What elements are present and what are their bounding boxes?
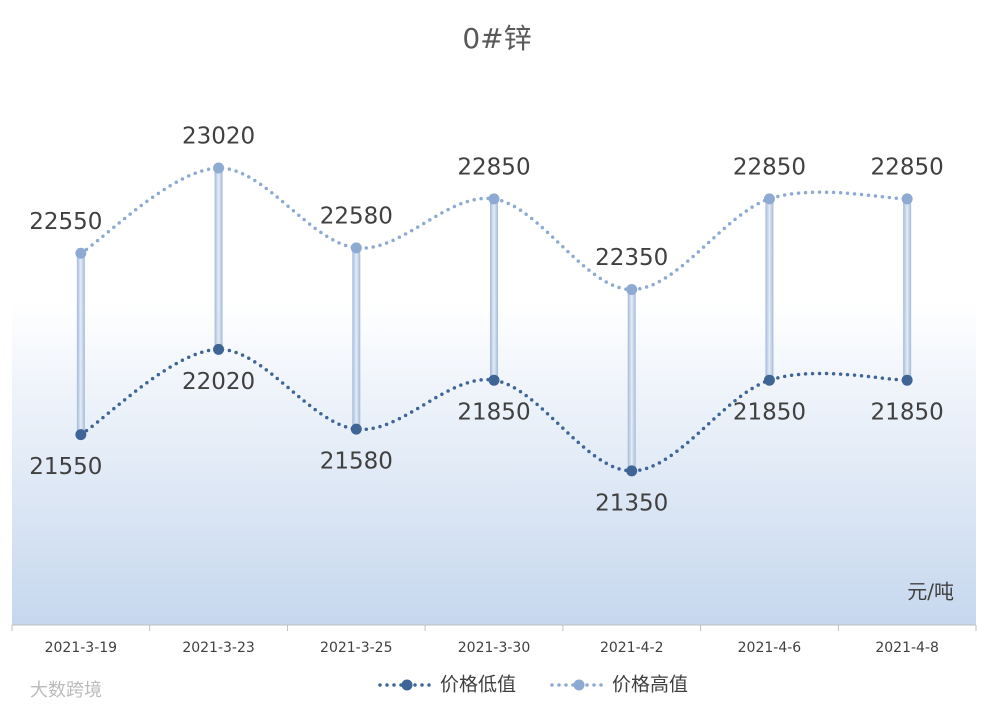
high-low-line [76,253,85,435]
point [626,284,638,296]
high-low-line [903,198,912,381]
data-label: 22850 [733,154,806,180]
point [901,374,913,386]
data-label: 22350 [595,245,668,271]
point [626,465,638,477]
high-low-line [214,168,223,350]
watermark: 大数跨境 [30,680,102,701]
point [213,343,225,355]
high-low-line [352,247,361,430]
data-label: 21580 [320,449,393,475]
high-low-line [765,198,774,381]
x-tick-label: 2021-3-30 [458,640,530,656]
x-tick-label: 2021-4-6 [738,640,802,656]
data-label: 21850 [733,400,806,426]
data-label: 21850 [457,400,530,426]
point [350,242,362,254]
data-label: 23020 [182,124,255,150]
legend-marker [401,679,413,691]
data-label: 22550 [29,209,102,235]
point [488,193,500,205]
x-tick-label: 2021-3-19 [45,640,117,656]
point [901,193,913,205]
x-tick-label: 2021-4-2 [600,640,664,656]
legend-label: 价格低值 [440,674,516,696]
data-label: 22850 [871,154,944,180]
data-label: 22580 [320,203,393,229]
point [763,193,775,205]
x-tick-label: 2021-4-8 [875,640,939,656]
unit-label: 元/吨 [907,580,954,604]
high-low-line [490,198,498,381]
data-label: 21350 [595,490,668,516]
high-low-line [627,289,636,471]
point [213,162,225,174]
x-tick-label: 2021-3-25 [320,640,392,656]
data-label: 21550 [29,454,102,480]
x-tick-label: 2021-3-23 [182,640,254,656]
point [763,374,775,386]
point [350,423,362,435]
data-label: 22850 [457,154,530,180]
chart-title: 0#锌 [462,22,531,55]
point [488,374,500,386]
data-label: 21850 [871,400,944,426]
legend-marker [573,679,585,691]
point [75,429,87,441]
point [75,247,87,259]
data-label: 22020 [182,369,255,395]
legend-label: 价格高值 [612,674,688,696]
